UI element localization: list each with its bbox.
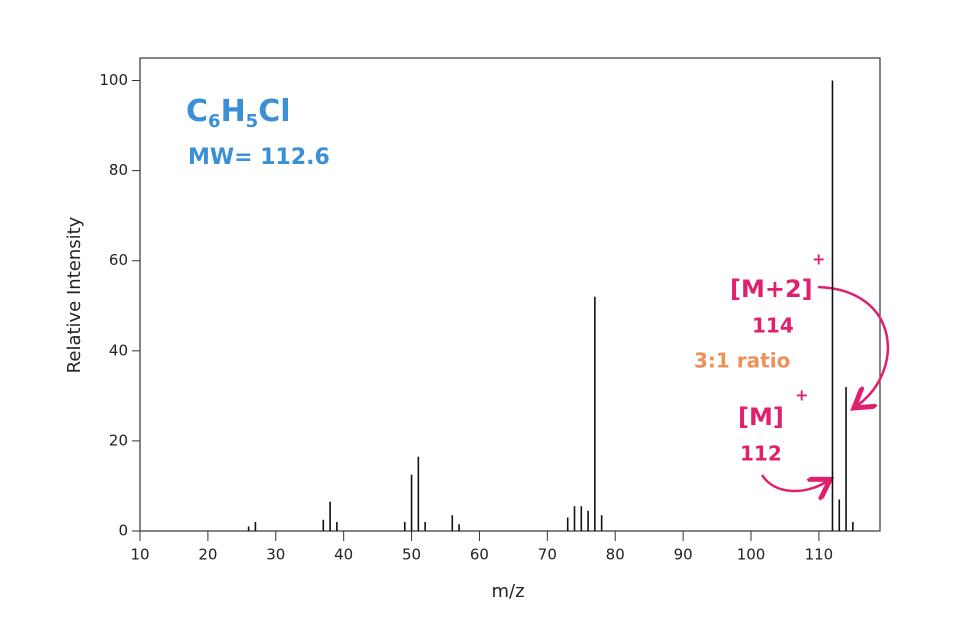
y-tick-label: 60 xyxy=(109,251,128,269)
m-label: [M] xyxy=(738,403,784,431)
plot-frame xyxy=(139,57,881,532)
arrow xyxy=(817,285,890,405)
x-tick-label: 10 xyxy=(130,546,149,564)
x-tick-label: 40 xyxy=(334,546,353,564)
m2-mass: 114 xyxy=(752,314,794,338)
y-tick-label: 80 xyxy=(109,161,128,179)
m2-charge: + xyxy=(812,250,825,269)
x-tick-label: 60 xyxy=(470,546,489,564)
y-axis-label: Relative Intensity xyxy=(64,216,85,373)
y-tick-label: 40 xyxy=(109,341,128,359)
m-mass: 112 xyxy=(740,442,782,466)
x-tick-label: 80 xyxy=(606,546,625,564)
x-tick-label: 30 xyxy=(266,546,285,564)
y-tick-label: 100 xyxy=(99,71,128,89)
formula: C6H5Cl xyxy=(186,94,291,133)
y-tick-label: 0 xyxy=(118,522,128,540)
arrow xyxy=(760,474,826,491)
m2-label: [M+2] xyxy=(730,275,813,303)
y-tick-label: 20 xyxy=(109,431,128,449)
x-tick-label: 70 xyxy=(538,546,557,564)
x-tick-label: 90 xyxy=(674,546,693,564)
x-tick-label: 20 xyxy=(198,546,217,564)
ratio: 3:1 ratio xyxy=(694,349,790,373)
molecular-weight: MW= 112.6 xyxy=(188,145,330,170)
m-charge: + xyxy=(795,386,808,405)
x-tick-label: 50 xyxy=(402,546,421,564)
x-tick-label: 100 xyxy=(737,546,766,564)
x-tick-label: 110 xyxy=(805,546,834,564)
x-axis-label: m/z xyxy=(491,581,524,602)
